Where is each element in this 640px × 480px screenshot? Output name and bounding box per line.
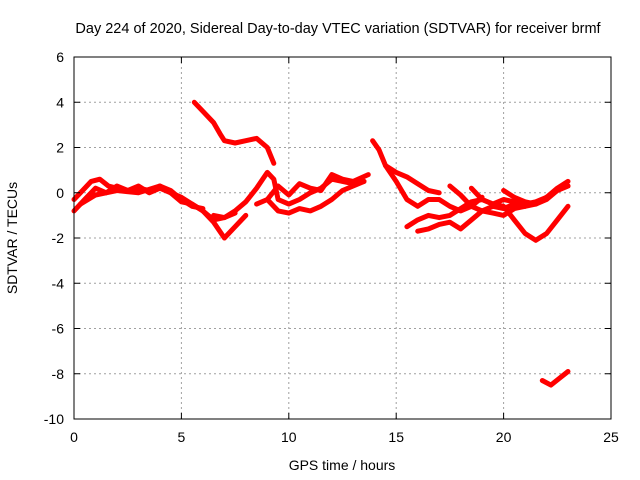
y-tick-label: 6 (56, 49, 64, 65)
y-axis-label: SDTVAR / TECUs (4, 182, 20, 294)
x-tick-label: 5 (178, 429, 186, 445)
y-tick-label: -2 (52, 230, 65, 246)
axis-ticks: 0 5 10 15 20 25 -10 -8 -6 -4 -2 0 2 4 6 (44, 49, 619, 445)
y-tick-label: -4 (52, 275, 65, 291)
x-axis-label: GPS time / hours (289, 457, 396, 473)
series-arc-15 (501, 183, 571, 207)
series-arc-7 (254, 178, 367, 216)
series-group (71, 99, 571, 388)
chart-title: Day 224 of 2020, Sidereal Day-to-day VTE… (75, 21, 601, 37)
y-tick-label: -10 (44, 411, 64, 427)
series-arc-10 (383, 163, 442, 196)
series-arc-12 (415, 201, 528, 234)
series-arc-8 (264, 172, 371, 202)
series-arc-6 (211, 169, 367, 221)
grid (74, 57, 611, 419)
x-tick-label: 25 (603, 429, 619, 445)
y-tick-label: 2 (56, 140, 64, 156)
series-arc-11 (404, 197, 571, 243)
x-tick-label: 10 (281, 429, 297, 445)
y-tick-label: -6 (52, 321, 65, 337)
y-tick-label: 0 (56, 185, 64, 201)
series-arc-4 (157, 183, 249, 241)
series-arc-16 (539, 369, 571, 388)
y-tick-label: -8 (52, 366, 65, 382)
series-arc-5 (191, 99, 277, 166)
x-tick-label: 0 (70, 429, 78, 445)
x-tick-label: 20 (496, 429, 512, 445)
y-tick-label: 4 (56, 94, 64, 110)
x-tick-label: 15 (388, 429, 404, 445)
